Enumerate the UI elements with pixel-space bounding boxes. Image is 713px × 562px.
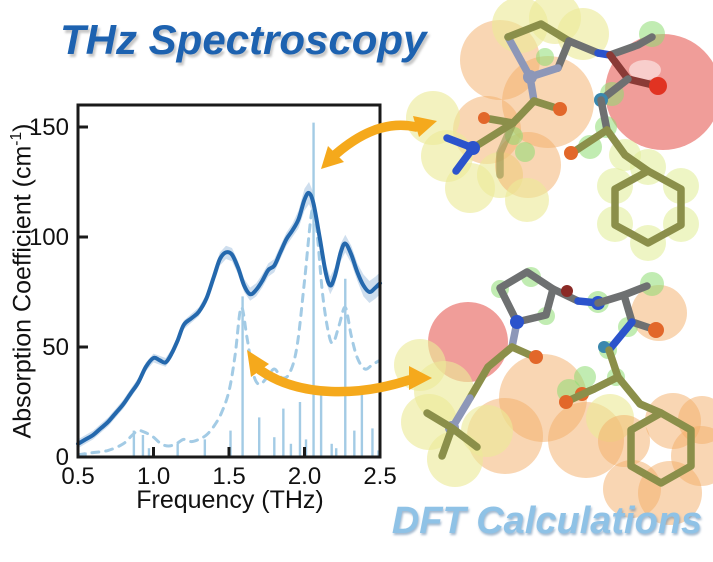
y-tick-label: 150 bbox=[29, 114, 69, 141]
figure-title: THz Spectroscopy bbox=[60, 16, 427, 63]
arrowhead-left bbox=[321, 146, 344, 169]
x-axis-label: Frequency (THz) bbox=[136, 486, 324, 514]
x-tick-label: 0.5 bbox=[61, 463, 94, 490]
x-tick-label: 2.5 bbox=[363, 463, 396, 490]
x-tick-label: 1.5 bbox=[212, 463, 245, 490]
vibration-spheres-bottom bbox=[394, 267, 713, 525]
x-tick-label: 2.0 bbox=[288, 463, 321, 490]
y-tick-label: 100 bbox=[29, 224, 69, 251]
arrowhead-left bbox=[247, 350, 269, 377]
oxygen-atom bbox=[478, 112, 490, 124]
mode-arrow-top bbox=[321, 116, 437, 169]
nitrogen-atom bbox=[523, 70, 537, 84]
arrowhead-right bbox=[409, 366, 432, 390]
y-axis-label: Absorption Coefficient (cm-1) bbox=[8, 101, 48, 461]
oxygen-atom bbox=[553, 102, 567, 116]
oxygen-atom bbox=[648, 322, 664, 338]
oxygen-atom bbox=[649, 77, 667, 95]
dft-caption: DFT Calculations bbox=[391, 500, 703, 542]
mode-arrow-bottom bbox=[247, 350, 432, 397]
stick-model-top bbox=[443, 20, 685, 247]
dft-convolved-curve bbox=[76, 206, 382, 457]
oxygen-atom bbox=[559, 395, 573, 409]
molecule-bottom bbox=[394, 267, 713, 525]
arrowhead-right bbox=[413, 116, 437, 137]
molecule-top bbox=[406, 0, 713, 261]
y-tick-label: 0 bbox=[56, 444, 69, 471]
y-axis-label-text: Absorption Coefficient (cm bbox=[8, 145, 37, 439]
y-axis-label-close: ) bbox=[8, 123, 37, 132]
x-tick-label: 1.0 bbox=[137, 463, 170, 490]
oxygen-atom bbox=[564, 146, 578, 160]
experimental-curve bbox=[76, 190, 382, 446]
stick-model-bottom bbox=[423, 268, 695, 487]
y-axis-label-superscript: -1 bbox=[8, 131, 25, 146]
y-tick-label: 50 bbox=[42, 334, 69, 361]
phenyl-ring-bottom bbox=[627, 409, 695, 487]
phenyl-ring-top bbox=[611, 167, 685, 247]
nitrogen-atom bbox=[510, 315, 524, 329]
oxygen-atom bbox=[561, 285, 573, 297]
oxygen-atom bbox=[529, 350, 543, 364]
